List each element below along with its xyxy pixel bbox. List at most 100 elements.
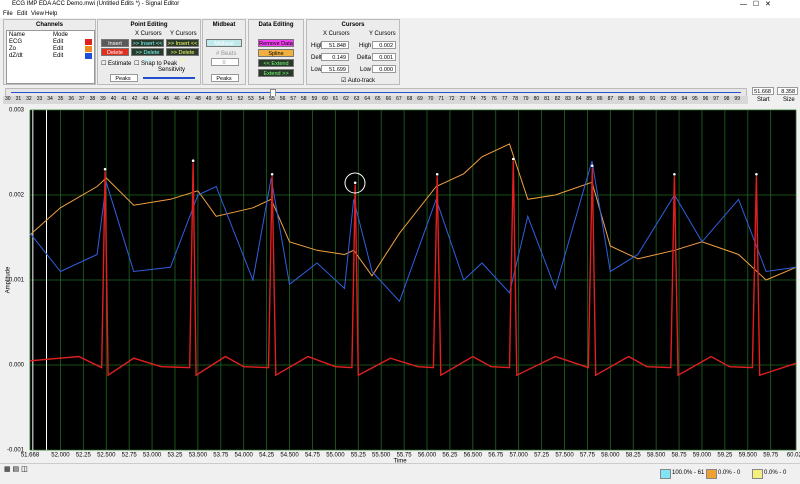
peak-marker: [270, 173, 274, 176]
extend-right-button[interactable]: Extend >>: [258, 69, 294, 77]
panel-title: Data Editing: [258, 22, 294, 28]
size-input[interactable]: 8.358: [777, 87, 798, 95]
ruler-label: 44: [153, 96, 159, 102]
label: Delta: [357, 55, 372, 61]
checkbox[interactable]: ☐ Snap to Peak: [134, 61, 178, 67]
status-swatch: [752, 469, 763, 479]
label: Low: [311, 67, 323, 73]
y-low-input[interactable]: 0.000: [372, 65, 396, 73]
ruler-label: 76: [491, 96, 497, 102]
peak-marker: [511, 157, 515, 161]
ruler-label: 37: [79, 96, 85, 102]
x-delta-input[interactable]: 0.149: [321, 53, 349, 61]
x-tick-label: 54.500: [280, 453, 299, 459]
channel-name[interactable]: Zo: [9, 46, 17, 52]
menu-item[interactable]: Edit: [17, 11, 28, 17]
sensitivity-slider[interactable]: [143, 77, 195, 79]
panel-title: Cursors: [341, 22, 365, 28]
ruler-label: 99: [734, 96, 740, 102]
y-high-input[interactable]: 0.002: [372, 41, 396, 49]
label: X Cursors: [323, 31, 350, 37]
ruler-label: 89: [628, 96, 635, 102]
ruler-label: 77: [501, 96, 508, 102]
x-tick-label: 52.25: [76, 453, 92, 459]
x-tick-label: 60.026: [787, 453, 800, 459]
status-label: 100.0% - 61: [672, 470, 705, 476]
start-input[interactable]: 51.668: [752, 87, 774, 95]
spline-button[interactable]: Spline: [258, 49, 294, 57]
x-tick-label: 59.25: [717, 453, 733, 459]
delete-button[interactable]: Delete: [101, 48, 129, 56]
checkbox-label: Auto-track: [347, 78, 376, 84]
peak-marker: [353, 181, 357, 185]
peaks-dropdown[interactable]: Peaks: [211, 74, 239, 82]
ruler-label: 96: [702, 96, 709, 102]
x-high-input[interactable]: 51.848: [321, 41, 349, 49]
ruler-label: 72: [449, 96, 455, 102]
channel-mode[interactable]: Edit: [53, 39, 64, 45]
menu-item[interactable]: View: [31, 11, 44, 17]
y-delta-input[interactable]: 0.001: [372, 53, 396, 61]
x-tick-label: 52.500: [97, 453, 116, 459]
ruler-label: 95: [692, 96, 698, 102]
delete-x-button[interactable]: >> Delete <<: [131, 48, 164, 64]
toolbar-icons[interactable]: ▦ ▤ ◫: [4, 466, 28, 473]
column-header: Mode: [53, 32, 69, 38]
channel-color[interactable]: [85, 46, 92, 52]
delete-y-button[interactable]: >> Delete <<: [166, 48, 199, 64]
ruler: 30 31 32 33 34 35 36 37 38 39 40 41 42 43 44 45 46 47 48 49…: [3, 96, 748, 104]
ruler-label: 50: [216, 96, 222, 102]
peak-marker: [755, 173, 758, 176]
channel-mode[interactable]: Edit: [53, 53, 64, 59]
insert-x-button[interactable]: >> Insert <<: [131, 39, 164, 47]
ruler-label: 41: [121, 96, 127, 102]
ruler-label: 36: [68, 96, 74, 102]
ruler-label: 33: [36, 96, 43, 102]
menu-item[interactable]: Help: [45, 11, 58, 17]
y-tick-label: -0.001: [7, 448, 25, 454]
beats-input[interactable]: 0: [211, 58, 239, 66]
x-tick-label: 52.000: [51, 453, 70, 459]
label: Y Cursors: [170, 31, 197, 37]
insert-button[interactable]: Insert: [101, 39, 129, 47]
checkbox[interactable]: ☑ Auto-track: [341, 78, 376, 84]
ruler-label: 38: [89, 96, 96, 102]
x-tick-label: 53.500: [189, 453, 208, 459]
x-low-input[interactable]: 51.699: [321, 65, 349, 73]
ruler-label: 82: [554, 96, 561, 102]
ruler-label: 88: [618, 96, 624, 102]
status-label: 0.0% - 0: [718, 470, 741, 476]
channel-color[interactable]: [85, 53, 92, 59]
insert-y-button[interactable]: >> Insert <<: [166, 39, 199, 47]
panel-title: Channels: [35, 22, 63, 28]
midbeat-button[interactable]: Midbeat: [206, 39, 242, 47]
peaks-dropdown[interactable]: Peaks: [110, 74, 138, 82]
remove-button[interactable]: Remove Data: [258, 39, 294, 47]
x-axis-label: Time: [393, 459, 407, 465]
x-tick-label: 55.25: [351, 453, 367, 459]
y-tick-label: 0.000: [9, 363, 25, 369]
ruler-label: 74: [470, 96, 476, 102]
window-title: ECG IMP EDA ACC Demo.mwi (Untitled Edits…: [12, 1, 180, 7]
x-tick-label: 58.500: [647, 453, 666, 459]
label: # Beats: [216, 51, 237, 57]
ruler-label: 35: [57, 96, 64, 102]
extend-left-button[interactable]: << Extend: [258, 59, 294, 67]
ruler-label: 54: [258, 96, 265, 102]
ruler-label: 48: [195, 96, 201, 102]
window-controls[interactable]: — ☐ ✕: [740, 1, 771, 8]
ruler-label: 61: [332, 96, 339, 102]
x-tick-label: 58.000: [601, 453, 620, 459]
channel-mode[interactable]: Edit: [53, 46, 64, 52]
menu-item[interactable]: File: [3, 11, 13, 17]
channel-name[interactable]: dZ/dt: [9, 53, 23, 59]
checkbox[interactable]: ☐ Estimate: [101, 61, 132, 67]
label: High: [359, 43, 372, 49]
channel-color[interactable]: [85, 39, 92, 45]
ruler-label: 90: [639, 96, 645, 102]
ruler-label: 97: [713, 96, 719, 102]
channel-name[interactable]: ECG: [9, 39, 23, 45]
ruler-label: 39: [100, 96, 106, 102]
x-tick-label: 54.75: [305, 453, 321, 459]
